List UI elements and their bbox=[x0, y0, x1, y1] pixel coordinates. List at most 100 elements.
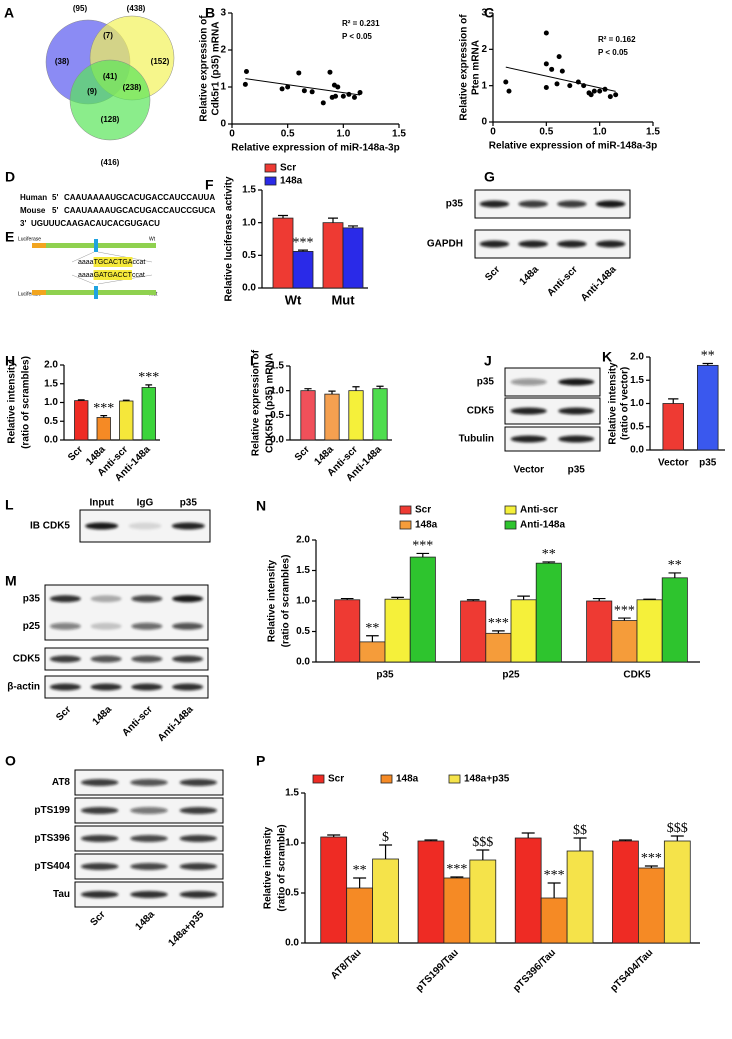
bar bbox=[443, 877, 471, 944]
point bbox=[357, 90, 363, 96]
legend-swatch bbox=[312, 774, 325, 784]
x-tick-label: 1.0 bbox=[593, 127, 607, 138]
point bbox=[575, 79, 581, 85]
point bbox=[301, 88, 307, 94]
panel-label: P bbox=[256, 753, 265, 769]
point bbox=[607, 94, 613, 100]
blot-band bbox=[49, 655, 81, 663]
point bbox=[581, 83, 587, 89]
significance: $$$ bbox=[667, 821, 688, 836]
blot-band bbox=[172, 683, 204, 691]
point bbox=[279, 86, 285, 92]
lane-label: Scr bbox=[54, 704, 73, 723]
x-tick-label: p25 bbox=[502, 670, 520, 681]
lane-label: Anti-scr bbox=[545, 264, 580, 299]
point bbox=[285, 84, 291, 90]
site-marker bbox=[94, 239, 98, 252]
error-bar bbox=[352, 386, 360, 391]
error-bar bbox=[122, 399, 130, 401]
sequence-end: 5' bbox=[52, 193, 58, 202]
blot-band bbox=[172, 595, 204, 603]
set-total: (438) bbox=[127, 4, 146, 13]
y-axis-label: Relative luciferase activity bbox=[224, 176, 235, 302]
point bbox=[591, 88, 597, 94]
point bbox=[597, 88, 603, 94]
point bbox=[588, 92, 594, 98]
highlight bbox=[93, 270, 132, 280]
point bbox=[329, 94, 335, 100]
point bbox=[567, 83, 573, 89]
point bbox=[335, 84, 341, 90]
y-tick-label: 1.5 bbox=[630, 375, 644, 386]
point bbox=[549, 66, 555, 72]
x-tick-label: CDK5 bbox=[623, 670, 651, 681]
lane-label: 148a+p35 bbox=[166, 909, 206, 949]
bar bbox=[292, 251, 314, 289]
blot-band bbox=[558, 378, 595, 386]
bar bbox=[460, 600, 487, 663]
error-bar bbox=[424, 839, 438, 841]
y-tick-label: 1.5 bbox=[285, 788, 299, 799]
site-marker bbox=[94, 286, 98, 299]
bar bbox=[514, 837, 542, 944]
x-tick-label: Mut bbox=[331, 292, 355, 307]
legend-swatch bbox=[399, 520, 412, 530]
error-bar bbox=[328, 217, 338, 223]
blot-band bbox=[80, 779, 119, 786]
y-axis-label: Relative intensity bbox=[267, 559, 278, 642]
blot-row-label: AT8 bbox=[52, 777, 71, 788]
bar bbox=[320, 836, 348, 944]
blot-band bbox=[131, 622, 163, 630]
y-axis-label: Relative expression of bbox=[459, 14, 470, 121]
legend-label: Anti-scr bbox=[520, 505, 558, 516]
blot-row-label: p35 bbox=[446, 199, 464, 210]
bar bbox=[372, 858, 399, 944]
error-bar bbox=[521, 832, 535, 838]
error-bar bbox=[304, 388, 312, 391]
x-tick-label: 0 bbox=[229, 129, 235, 140]
y-tick-label: 3 bbox=[220, 8, 226, 19]
y-tick-label: 3 bbox=[481, 8, 487, 19]
sequence-part: ccat bbox=[132, 259, 145, 266]
overlap-count: (7) bbox=[103, 31, 113, 40]
lane-label: 148a bbox=[518, 264, 542, 288]
x-tick-label: Scr bbox=[293, 444, 312, 463]
point bbox=[602, 86, 608, 92]
sequence-part: aaaa bbox=[78, 259, 94, 266]
bar bbox=[636, 599, 663, 663]
y-tick-label: 1.0 bbox=[242, 217, 256, 228]
error-bar bbox=[670, 835, 684, 841]
sequence-part: UGCACUGA bbox=[110, 193, 157, 202]
blot-band bbox=[80, 863, 119, 870]
significance: *** bbox=[412, 539, 433, 554]
y-tick-label: 0 bbox=[220, 119, 226, 130]
point bbox=[309, 89, 315, 95]
blot-band bbox=[90, 595, 122, 603]
lane-label: Scr bbox=[483, 264, 502, 283]
y-tick-label: 0.0 bbox=[44, 435, 58, 446]
sequence-part: CCAUCCGUCA bbox=[157, 206, 215, 215]
error-bar bbox=[547, 882, 561, 898]
x-tick-label: p35 bbox=[376, 670, 394, 681]
legend-swatch bbox=[504, 505, 517, 515]
blot-band bbox=[80, 835, 119, 842]
lane-label: Anti-148a bbox=[156, 704, 196, 744]
sequence-part: CAAUAAAA bbox=[64, 206, 110, 215]
blot-band bbox=[49, 622, 81, 630]
y-tick-label: 0.0 bbox=[242, 283, 256, 294]
error-bar bbox=[476, 849, 490, 860]
bar bbox=[141, 387, 156, 441]
overlap-count: (9) bbox=[87, 87, 97, 96]
lane-label: p35 bbox=[568, 465, 586, 476]
lane-label: 148a bbox=[133, 909, 157, 933]
error-bar bbox=[517, 595, 530, 600]
annotation: P < 0.05 bbox=[342, 32, 372, 41]
y-tick-label: 0.5 bbox=[44, 416, 58, 427]
point bbox=[613, 92, 619, 98]
blot-box bbox=[44, 675, 209, 699]
bar bbox=[119, 400, 134, 441]
panel-label: K bbox=[602, 349, 612, 365]
bar bbox=[348, 390, 364, 441]
point bbox=[506, 88, 512, 94]
error-bar bbox=[668, 398, 679, 404]
